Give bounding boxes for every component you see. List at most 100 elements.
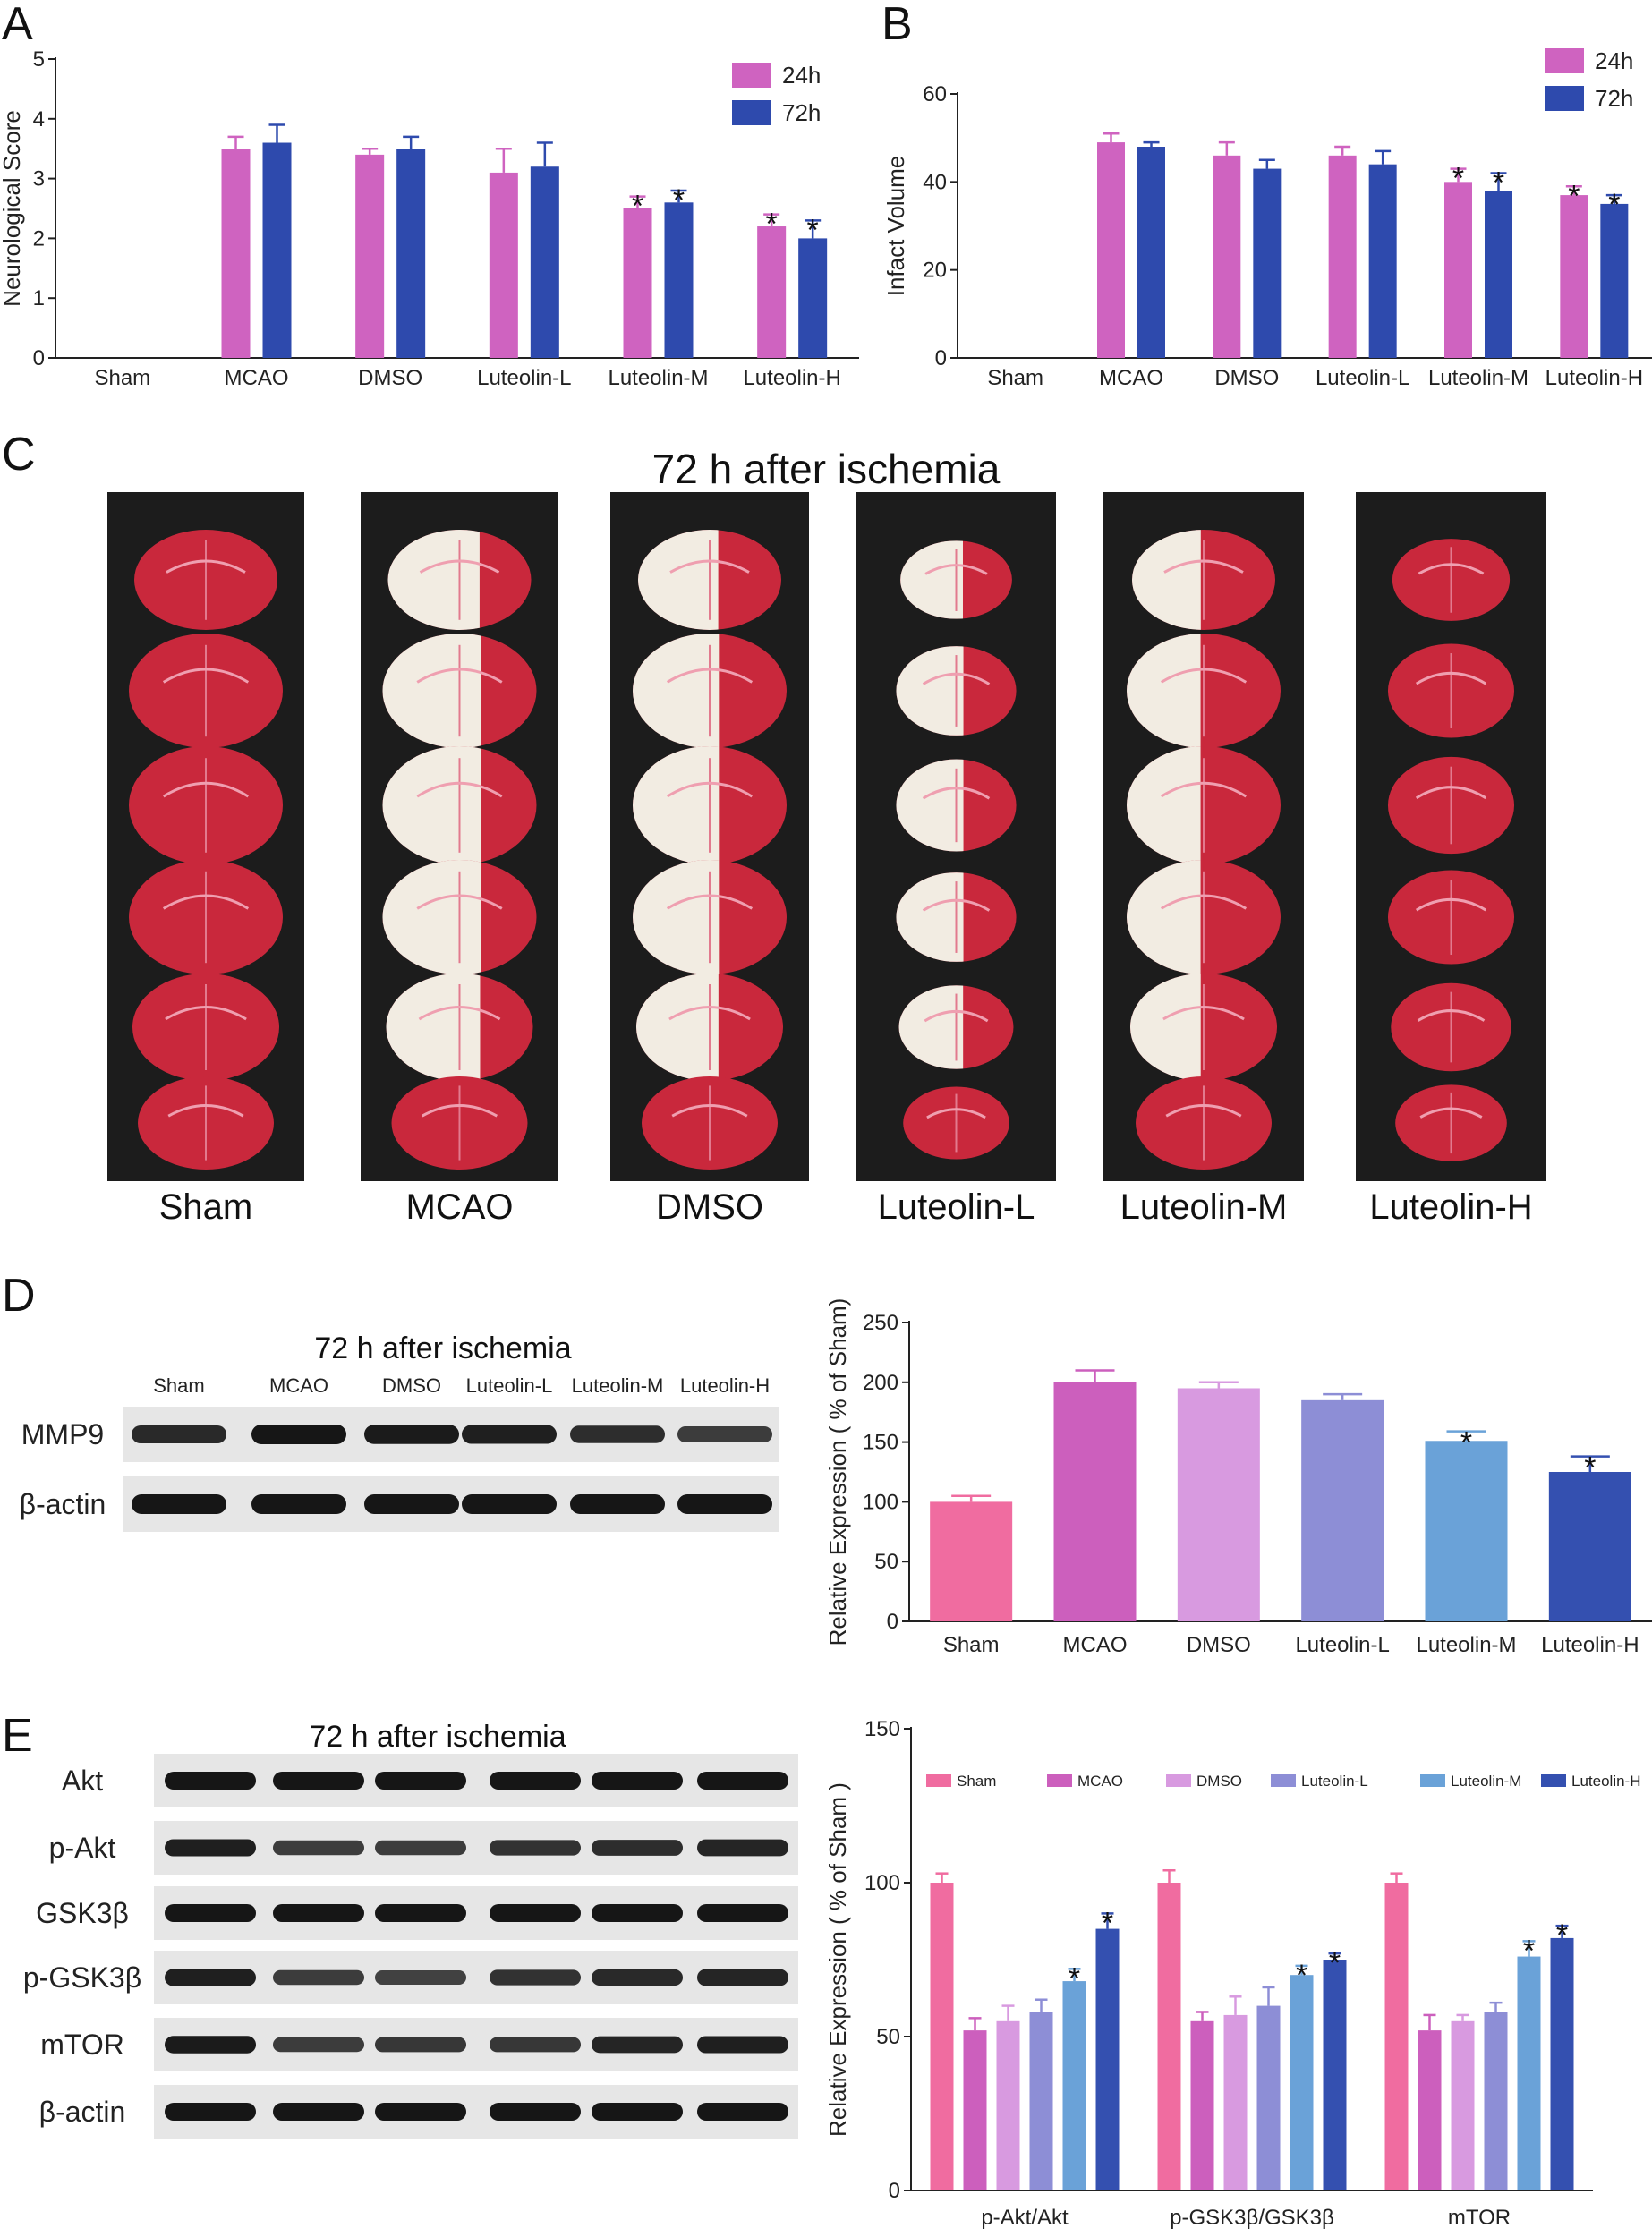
category-label: p-Akt/Akt <box>981 2206 1069 2230</box>
bar-luteolin-l <box>1301 1399 1384 1621</box>
legend-label: 72h <box>782 99 821 126</box>
corpus-callosum <box>1419 1107 1483 1118</box>
legend-swatch <box>1166 1774 1191 1787</box>
blot-band <box>165 1969 256 1986</box>
category-label: Luteolin-L <box>1295 1633 1389 1657</box>
significance-star: * <box>1460 1426 1472 1460</box>
bar-72h <box>262 142 292 358</box>
bar-sham <box>930 1883 954 2190</box>
corpus-callosum <box>922 787 991 800</box>
blot-band <box>375 1970 466 1985</box>
bar-sham <box>930 1501 1013 1621</box>
protein-label: p-Akt <box>49 1832 116 1864</box>
y-tick-label: 0 <box>887 1610 898 1634</box>
blot-band <box>592 1904 683 1922</box>
y-tick-label: 4 <box>33 107 45 132</box>
bar-luteolin-h <box>1548 1472 1631 1621</box>
legend-label: Sham <box>957 1773 996 1790</box>
y-tick-label: 0 <box>889 2179 900 2203</box>
y-tick-label: 5 <box>33 47 45 72</box>
blot-band <box>697 2103 788 2121</box>
blot-band <box>490 1840 581 1856</box>
y-tick-label: 1 <box>33 286 45 310</box>
bar-luteolin-h <box>1550 1937 1574 2190</box>
bar-24h <box>1213 155 1241 358</box>
corpus-callosum <box>416 781 503 798</box>
legend-label: Luteolin-L <box>1301 1773 1368 1790</box>
corpus-callosum <box>416 668 503 684</box>
corpus-callosum <box>1415 897 1487 912</box>
panel-e-western-blot: ShamMCAODMSOLuteolin-LLuteolin-MLuteolin… <box>23 1754 798 2139</box>
significance-star: * <box>632 190 643 224</box>
group-label-luteolin-l: Luteolin-L <box>878 1187 1035 1227</box>
bar-luteolin-l <box>1029 2012 1053 2190</box>
y-tick-label: 2 <box>33 226 45 251</box>
blot-band <box>165 2103 256 2121</box>
bar-24h <box>623 208 652 358</box>
bar-24h <box>1097 142 1125 358</box>
corpus-callosum <box>671 1104 748 1118</box>
y-tick-label: 50 <box>874 1550 898 1574</box>
blot-band <box>592 1969 683 1986</box>
blot-band <box>132 1494 226 1514</box>
panel-c-brain-slices: Sham MCAO DMSO Luteolin-L Luteolin-M Luteolin… <box>107 492 1546 1227</box>
bar-dmso <box>996 2020 1020 2190</box>
bar-luteolin-l <box>1256 2005 1281 2190</box>
blot-band <box>490 1904 581 1922</box>
blot-band <box>251 1494 346 1514</box>
legend-swatch <box>1420 1774 1445 1787</box>
corpus-callosum <box>666 781 754 798</box>
blot-band <box>375 2037 466 2053</box>
chart-d-mmp9-expression: 0 50 100 150 200 250 Relative Expression ( % o… <box>824 1298 1652 1657</box>
category-label: Sham <box>94 366 150 390</box>
bar-72h <box>396 149 426 358</box>
protein-label: GSK3β <box>36 1897 129 1929</box>
y-axis-label: Neurological Score <box>0 110 25 307</box>
y-tick-label: 100 <box>863 1490 898 1514</box>
category-label: DMSO <box>358 366 422 390</box>
corpus-callosum <box>669 559 750 574</box>
category-label: Luteolin-L <box>477 366 571 390</box>
chart-b-infarct-volume: 0 20 40 60 Infact Volume Sham MCAO DMSO Luteolin… <box>882 47 1652 390</box>
protein-label: Akt <box>62 1765 103 1797</box>
blot-band <box>132 1425 226 1444</box>
blot-band <box>462 1425 557 1444</box>
bar-sham <box>1157 1883 1181 2190</box>
significance-star: * <box>1493 166 1504 200</box>
y-tick-label: 0 <box>935 346 947 370</box>
blot-band <box>375 1772 466 1790</box>
corpus-callosum <box>666 668 754 684</box>
bar-24h <box>1328 155 1357 358</box>
category-label: Sham <box>987 366 1043 390</box>
category-label: Luteolin-L <box>1316 366 1409 390</box>
corpus-callosum <box>416 894 503 910</box>
category-label: Luteolin-H <box>1546 366 1643 390</box>
chart-a-neurological-score: 0 1 2 3 4 5 Neurological Score Sham MCAO DMSO Lute… <box>0 47 859 390</box>
blot-band <box>490 2037 581 2053</box>
blot-band <box>375 1840 466 1856</box>
blot-strip <box>154 2018 798 2071</box>
corpus-callosum <box>1160 894 1248 910</box>
y-tick-label: 200 <box>863 1371 898 1395</box>
blot-band <box>592 2036 683 2054</box>
y-tick-label: 150 <box>864 1717 900 1741</box>
y-tick-label: 3 <box>33 167 45 191</box>
category-label: Luteolin-H <box>743 366 840 390</box>
corpus-callosum <box>1160 668 1248 684</box>
legend-label: Luteolin-H <box>1571 1773 1641 1790</box>
blot-band <box>677 1494 772 1514</box>
blot-band <box>490 1772 581 1790</box>
category-label: p-GSK3β/GSK3β <box>1170 2206 1334 2230</box>
blot-band <box>273 2103 364 2121</box>
bar-luteolin-m <box>1062 1981 1086 2190</box>
y-tick-label: 150 <box>863 1431 898 1455</box>
lane-label: Luteolin-H <box>680 1374 770 1397</box>
panel-e-blot-title: 72 h after ischemia <box>309 1720 566 1754</box>
corpus-callosum <box>924 564 988 575</box>
protein-label: MMP9 <box>21 1418 104 1450</box>
bar-luteolin-h <box>1323 1960 1347 2190</box>
significance-star: * <box>1069 1961 1080 1995</box>
bar-mcao <box>1418 2030 1442 2190</box>
blot-band <box>273 1840 364 1856</box>
blot-band <box>697 1969 788 1986</box>
